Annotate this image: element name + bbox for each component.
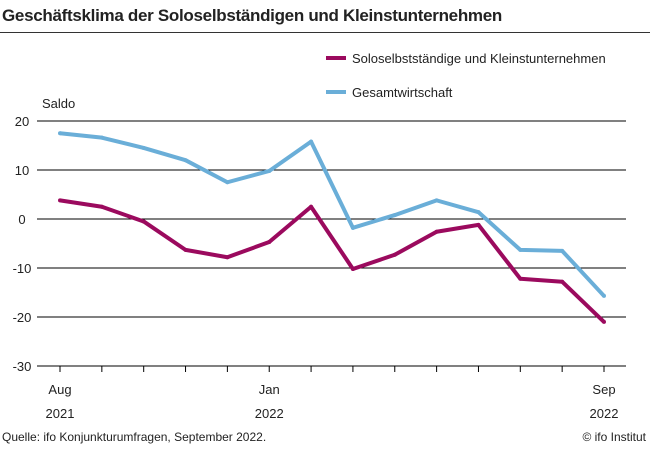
data-point [58,131,62,136]
series-line-0 [59,198,606,324]
data-point [350,266,355,271]
data-point [560,248,565,253]
data-point [434,229,439,234]
data-point [99,204,104,209]
data-point [141,145,146,150]
data-point [309,139,314,144]
data-point [267,168,272,173]
x-tick-label-month: Aug [48,382,71,397]
x-tick-label-year: 2022 [255,406,284,421]
data-point [476,210,481,215]
x-tick-label-year: 2022 [590,406,619,421]
legend-label: Soloselbstständige und Kleinstunternehme… [352,51,606,66]
copyright: © ifo Institut [582,430,646,444]
data-point [141,219,146,224]
y-tick-label: 10 [15,163,29,178]
data-point [58,198,62,203]
data-point [99,135,104,140]
source-note: Quelle: ifo Konjunkturumfragen, Septembe… [2,430,267,444]
data-point [602,319,606,324]
data-point [225,255,230,260]
y-axis-label: Saldo [42,96,75,111]
data-point [476,222,481,227]
series-line-1 [59,131,606,298]
data-point [518,276,523,281]
x-tick-label-month: Jan [259,382,280,397]
data-point [560,279,565,284]
title-divider [0,32,650,33]
legend-label: Gesamtwirtschaft [352,85,453,100]
y-tick-label: 0 [18,212,25,227]
data-point [225,180,230,185]
data-point [183,158,188,163]
x-tick-label-year: 2021 [46,406,75,421]
y-tick-label: -20 [13,310,32,325]
data-point [350,225,355,230]
data-point [309,204,314,209]
y-tick-label: -10 [13,261,32,276]
x-tick-label-month: Sep [592,382,615,397]
data-point [518,247,523,252]
data-point [392,213,397,218]
y-tick-label: -30 [13,359,32,374]
data-point [183,247,188,252]
data-point [392,252,397,257]
data-point [267,240,272,245]
chart-title: Geschäftsklima der Soloselbständigen und… [2,6,502,25]
y-tick-label: 20 [15,114,29,129]
data-point [602,293,606,298]
data-point [434,198,439,203]
